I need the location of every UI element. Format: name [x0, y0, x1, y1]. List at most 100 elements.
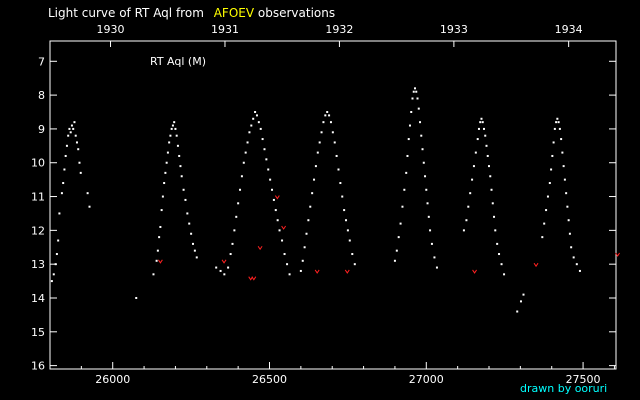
observation-point: [193, 249, 196, 252]
observation-point: [553, 127, 556, 130]
x-tick-label: 26500: [252, 373, 287, 386]
credit-text: drawn by ooruri: [520, 382, 607, 395]
observation-point: [351, 253, 354, 256]
observation-point: [546, 195, 549, 198]
observation-point: [178, 154, 181, 157]
observation-point: [176, 144, 179, 147]
observation-point: [426, 202, 429, 205]
observation-point: [62, 182, 65, 185]
observation-point: [311, 192, 314, 195]
observation-point: [227, 266, 230, 269]
observation-point: [465, 219, 468, 222]
observation-point: [324, 114, 327, 117]
observation-point: [578, 269, 581, 272]
year-label: 1931: [211, 23, 239, 36]
observation-point: [52, 273, 55, 276]
observation-point: [353, 263, 356, 266]
observation-point: [563, 178, 566, 181]
y-tick-label: 8: [38, 89, 45, 102]
observation-point: [570, 246, 573, 249]
observation-point: [68, 127, 71, 130]
observation-point: [407, 138, 410, 141]
observation-point: [397, 236, 400, 239]
observation-point: [313, 178, 316, 181]
observation-point: [550, 168, 553, 171]
observation-point: [305, 232, 308, 235]
observation-point: [427, 215, 430, 218]
fainter-than-point: [274, 195, 280, 200]
observation-point: [329, 121, 332, 124]
observation-point: [54, 263, 57, 266]
observation-point: [331, 131, 334, 134]
fainter-than-point: [344, 269, 350, 274]
observation-point: [182, 188, 185, 191]
observation-point: [476, 138, 479, 141]
x-tick-label: 27000: [409, 373, 444, 386]
observation-point: [435, 266, 438, 269]
y-tick-label: 12: [31, 224, 45, 237]
observation-point: [422, 161, 425, 164]
observation-point: [557, 121, 560, 124]
observation-point: [165, 161, 168, 164]
observation-point: [485, 144, 488, 147]
observation-point: [161, 195, 164, 198]
observation-point: [75, 141, 78, 144]
observation-point: [175, 134, 178, 137]
observation-point: [303, 246, 306, 249]
observation-point: [516, 310, 519, 313]
top-year-axis: 193019311932193319341935: [97, 23, 583, 47]
observation-point: [67, 134, 70, 137]
year-label: 1933: [440, 23, 468, 36]
observation-point: [467, 205, 470, 208]
observation-point: [480, 117, 483, 120]
observation-point: [558, 127, 561, 130]
observation-point: [242, 161, 245, 164]
observation-point: [171, 124, 174, 127]
observation-point: [320, 131, 323, 134]
observation-point: [74, 134, 77, 137]
observation-point: [79, 171, 82, 174]
data-points: [50, 87, 620, 313]
observation-point: [169, 134, 172, 137]
observation-point: [86, 192, 89, 195]
observation-point: [152, 273, 155, 276]
observation-point: [163, 182, 166, 185]
fainter-than-point: [251, 276, 257, 281]
observation-point: [484, 134, 487, 137]
observation-point: [424, 175, 427, 178]
observation-point: [164, 171, 167, 174]
observation-point: [261, 138, 264, 141]
observation-point: [405, 171, 408, 174]
observation-point: [477, 127, 480, 130]
y-tick-label: 11: [31, 191, 45, 204]
observation-point: [491, 202, 494, 205]
observation-point: [288, 273, 291, 276]
observation-point: [401, 205, 404, 208]
observation-point: [180, 175, 183, 178]
fainter-than-point: [157, 259, 163, 264]
observation-point: [272, 198, 275, 201]
observation-point: [490, 188, 493, 191]
observation-point: [420, 134, 423, 137]
observation-point: [503, 273, 506, 276]
observation-point: [326, 111, 329, 114]
observation-point: [155, 259, 158, 262]
star-annotation: RT Aql (M): [150, 55, 206, 68]
observation-point: [415, 90, 418, 93]
y-tick-label: 16: [31, 360, 45, 373]
observation-point: [259, 127, 262, 130]
observation-point: [519, 300, 522, 303]
observation-point: [489, 175, 492, 178]
observation-point: [552, 141, 555, 144]
observation-point: [314, 165, 317, 168]
observation-point: [60, 192, 63, 195]
plot-frame: [49, 40, 617, 370]
observation-point: [184, 198, 187, 201]
observation-point: [339, 182, 342, 185]
observation-point: [166, 151, 169, 154]
chart-title: Light curve of RT Aql from AFOEV observa…: [48, 6, 335, 20]
observation-point: [343, 209, 346, 212]
observation-point: [240, 175, 243, 178]
